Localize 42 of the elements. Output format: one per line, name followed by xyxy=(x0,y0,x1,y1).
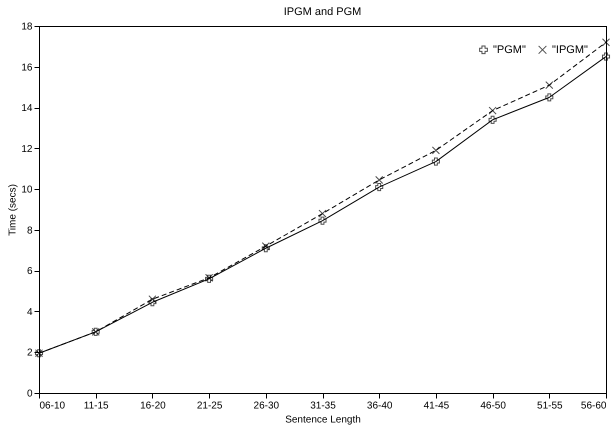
y-tick-label: 16 xyxy=(21,62,33,74)
x-tick-label: 36-40 xyxy=(366,400,393,412)
point xyxy=(488,116,497,124)
point xyxy=(545,93,554,102)
point xyxy=(148,298,156,306)
y-tick-label: 6 xyxy=(26,266,33,278)
x-tick-label: 21-25 xyxy=(196,400,223,412)
y-tick-label: 2 xyxy=(26,348,33,359)
y-tick-label: 18 xyxy=(21,22,33,32)
legend-label: "IPGM" xyxy=(552,44,588,56)
point xyxy=(432,158,440,166)
point xyxy=(545,81,554,90)
x-tick-label: 41-45 xyxy=(424,400,450,412)
x-tick-label: 26-30 xyxy=(254,400,280,412)
point xyxy=(318,210,327,218)
x-tick-label: 11-15 xyxy=(84,400,110,412)
y-axis-title: Time (secs) xyxy=(7,184,18,236)
point xyxy=(488,106,497,115)
y-tick-label: 4 xyxy=(26,306,33,318)
point xyxy=(262,242,270,250)
y-tick-label: 14 xyxy=(21,103,33,114)
x-axis-title: Sentence Length xyxy=(285,414,361,426)
point xyxy=(432,146,440,154)
point xyxy=(602,38,610,46)
point xyxy=(148,295,156,304)
point xyxy=(602,52,610,61)
point xyxy=(318,216,327,225)
x-tick-label: 31-35 xyxy=(310,400,336,412)
chart-title: IPGM and PGM xyxy=(284,6,362,18)
point xyxy=(375,176,384,184)
y-tick-label: 8 xyxy=(26,225,33,236)
x-tick-label: 51-55 xyxy=(537,400,564,412)
x-tick-label: 56-60 xyxy=(580,400,607,412)
y-tick-label: 10 xyxy=(21,184,33,196)
x-tick-label: 06-10 xyxy=(40,400,66,412)
x-tick-label: 46-50 xyxy=(480,400,506,412)
y-tick-label: 12 xyxy=(21,144,33,155)
point xyxy=(262,244,270,252)
legend-label: "PGM" xyxy=(493,44,526,56)
point xyxy=(375,183,384,192)
y-tick-label: 0 xyxy=(26,388,33,400)
x-tick-label: 16-20 xyxy=(140,400,166,412)
